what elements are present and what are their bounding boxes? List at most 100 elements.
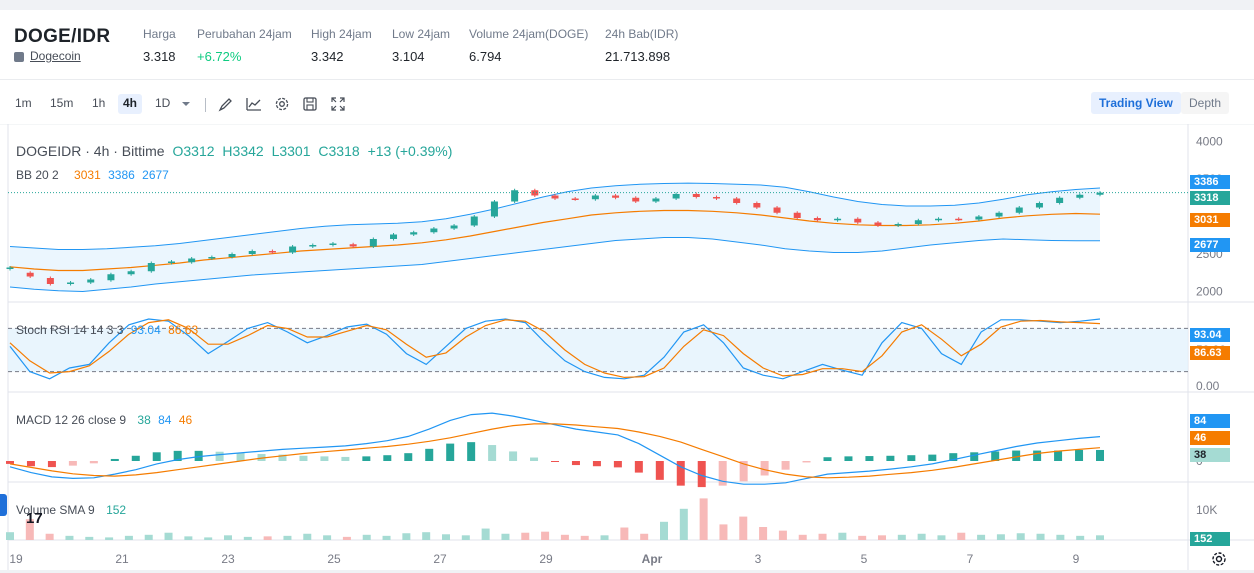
- macd-hist-bar: [110, 458, 119, 461]
- macd-hist-bar: [1075, 449, 1084, 461]
- candle-body: [975, 216, 983, 220]
- chart-svg[interactable]: 400035002500200050.000.00010K19212325272…: [0, 123, 1254, 570]
- timeframe-1h[interactable]: 1h: [92, 96, 106, 110]
- volume-bar: [560, 534, 569, 540]
- stat-value: +6.72%: [197, 49, 242, 64]
- trading-view-button[interactable]: Trading View: [1091, 92, 1181, 114]
- coin-link[interactable]: Dogecoin: [30, 49, 81, 63]
- macd-hist-bar: [571, 461, 580, 466]
- depth-button[interactable]: Depth: [1181, 92, 1230, 114]
- candle-body: [410, 232, 418, 235]
- macd-hist-bar: [1033, 450, 1042, 461]
- date-tick-label: 23: [221, 552, 235, 566]
- volume-bar: [996, 534, 1005, 540]
- macd-hist-bar: [781, 461, 790, 470]
- indicator-icon[interactable]: [246, 96, 262, 112]
- bb-lower-value: 2677: [142, 168, 169, 182]
- coin-icon: [14, 52, 24, 62]
- collapse-panel-tab[interactable]: [0, 494, 7, 516]
- volume-bar: [778, 530, 787, 540]
- timeframe-15m[interactable]: 15m: [50, 96, 74, 110]
- volume-bar: [1096, 535, 1104, 540]
- volume-bar: [65, 535, 74, 540]
- timeframe-1m[interactable]: 1m: [15, 96, 32, 110]
- volume-bar: [204, 537, 213, 540]
- stat-value: 3.318: [143, 49, 176, 64]
- candle-body: [813, 218, 821, 221]
- stat-volume: Volume 24jam(DOGE) 6.794: [469, 27, 588, 66]
- volume-bar: [224, 535, 232, 540]
- candle-body: [995, 212, 1003, 217]
- volume-bar: [719, 524, 728, 540]
- macd-hist-bar: [634, 461, 643, 473]
- settings-icon[interactable]: [274, 96, 290, 112]
- volume-bar: [917, 533, 926, 540]
- volume-bar: [45, 533, 54, 540]
- volume-bar: [897, 534, 906, 540]
- macd-hist-bar: [215, 451, 224, 461]
- macd-hist-bar: [1012, 450, 1021, 461]
- chart-settings-icon[interactable]: [1211, 551, 1227, 567]
- stat-value: 21.713.898: [605, 49, 671, 64]
- volume-bar: [144, 534, 153, 540]
- volume-bar: [818, 533, 827, 540]
- candle-body: [289, 246, 297, 253]
- macd-hist-bar: [509, 451, 518, 461]
- macd-hist-bar: [886, 455, 895, 461]
- bb-lower-badge: 2677: [1190, 238, 1230, 252]
- volume-bar: [263, 536, 272, 540]
- candle-body: [874, 222, 882, 226]
- macd-hist-bar: [425, 448, 434, 461]
- stoch-d-line: [9, 319, 1101, 379]
- candle-body: [430, 228, 438, 233]
- date-tick-label: 9: [1073, 552, 1080, 566]
- candle-body: [854, 218, 862, 223]
- bb-upper-badge: 3386: [1190, 175, 1230, 189]
- candle-body: [712, 197, 720, 199]
- candle-body: [531, 190, 539, 196]
- candle-body: [551, 195, 559, 199]
- candle-body: [87, 279, 95, 283]
- macd-hist-bar: [802, 461, 811, 463]
- candle-body: [450, 225, 458, 229]
- volume-bar: [1056, 534, 1065, 540]
- ohlc-high: H3342: [222, 143, 264, 159]
- candle-body: [6, 267, 14, 269]
- candle-body: [773, 207, 781, 213]
- date-tick-label: 19: [9, 552, 23, 566]
- ticker-header: DOGE/IDR Dogecoin Harga 3.318 Perubahan …: [0, 10, 1254, 80]
- stat-value: 6.794: [469, 49, 502, 64]
- stat-value: 3.104: [392, 49, 425, 64]
- candle-body: [167, 261, 175, 263]
- pair-title: DOGE/IDR: [14, 26, 111, 47]
- draw-icon[interactable]: [218, 96, 234, 112]
- candle-body: [46, 278, 54, 284]
- macd-hist-bar: [47, 461, 56, 468]
- volume-bar: [184, 536, 193, 540]
- date-tick-label: 21: [115, 552, 129, 566]
- volume-bar: [640, 533, 649, 540]
- volume-bar: [739, 516, 748, 540]
- volume-bar: [164, 532, 173, 540]
- macd-hist-bar: [446, 443, 455, 461]
- save-icon[interactable]: [302, 96, 318, 112]
- macd-value: 84: [158, 413, 172, 427]
- timeframe-1d[interactable]: 1D: [155, 96, 171, 110]
- stat-change: Perubahan 24jam +6.72%: [197, 27, 292, 66]
- chevron-down-icon[interactable]: [180, 99, 192, 109]
- volume-bar: [6, 532, 14, 540]
- stat-value: 3.342: [311, 49, 344, 64]
- volume-bar: [323, 535, 332, 540]
- candle-body: [26, 272, 34, 277]
- volume-bar: [1076, 535, 1085, 540]
- candle-body: [733, 198, 741, 203]
- fullscreen-icon[interactable]: [330, 96, 346, 112]
- stat-label: Volume 24jam(DOGE): [469, 27, 589, 41]
- macd-hist-bar: [592, 461, 601, 467]
- macd-hist-bar: [907, 455, 916, 461]
- stat-label: Harga: [143, 27, 176, 41]
- macd-hist-bar: [970, 452, 979, 461]
- timeframe-4h[interactable]: 4h: [118, 94, 143, 114]
- chart-area[interactable]: 400035002500200050.000.00010K19212325272…: [0, 123, 1254, 570]
- volume-bar: [124, 535, 133, 540]
